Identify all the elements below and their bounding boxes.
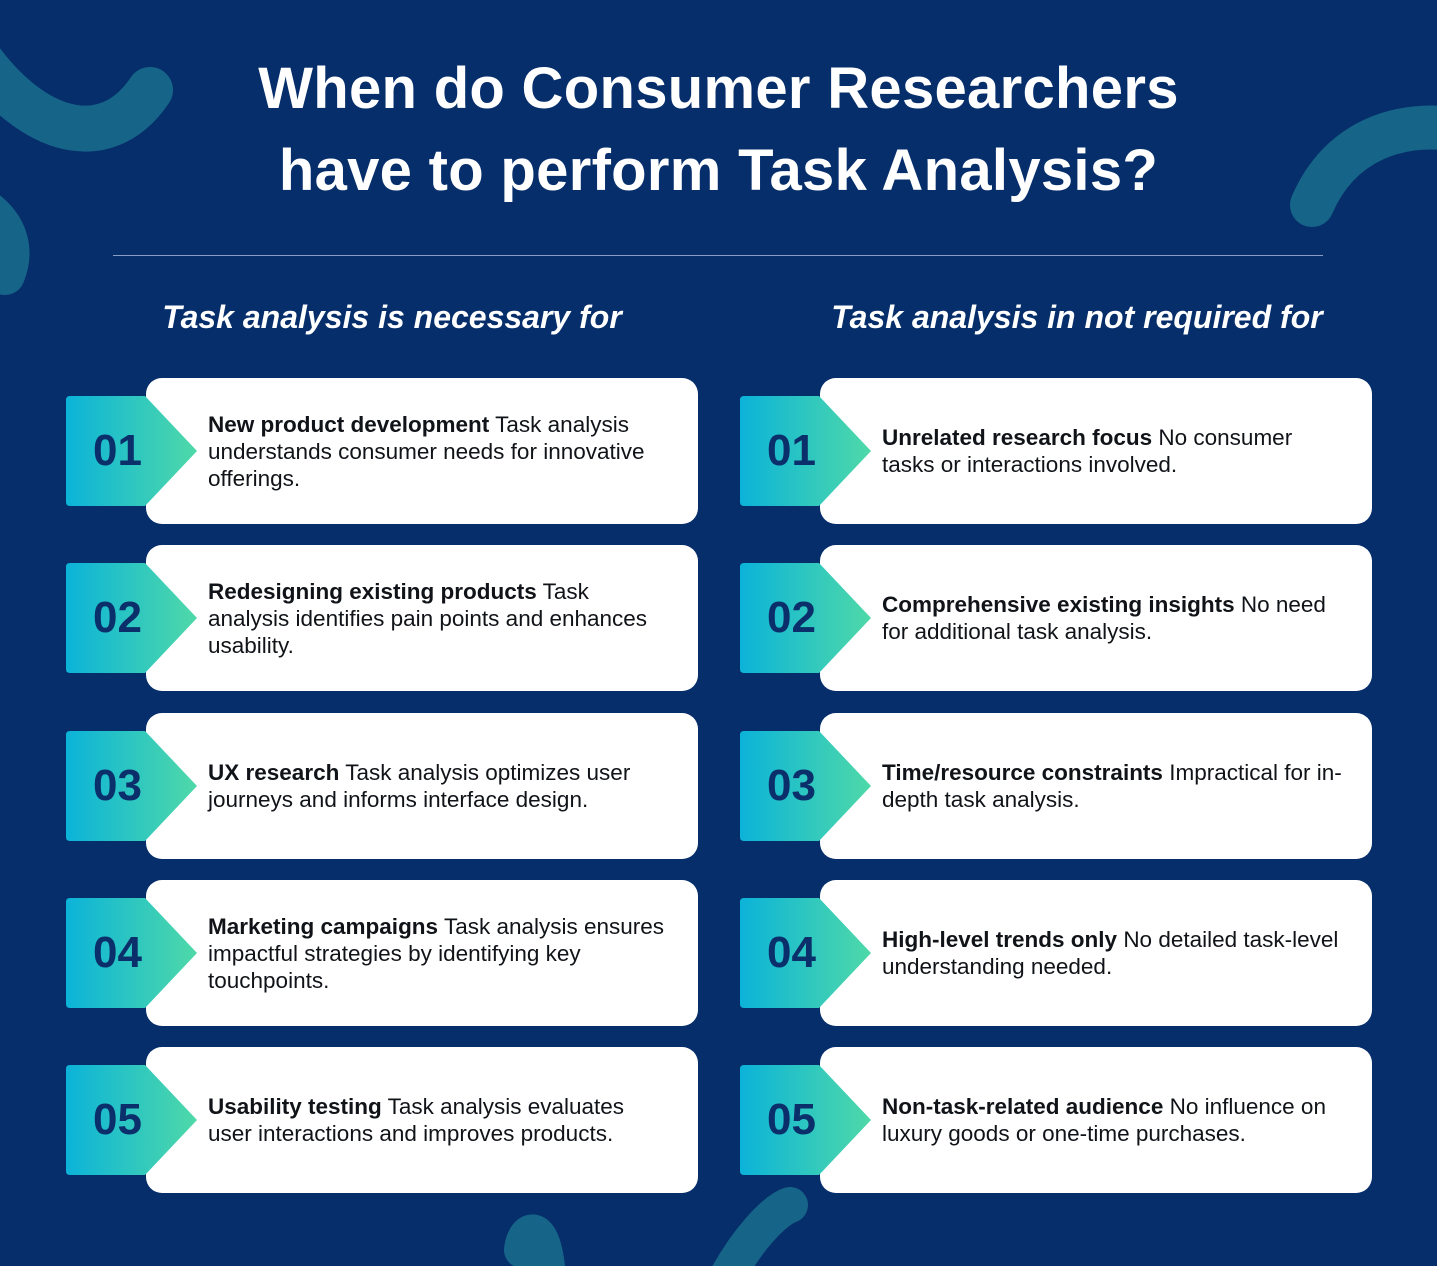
card-paragraph: High-level trends only No detailed task-… bbox=[882, 926, 1346, 980]
arrow-badge-icon bbox=[740, 731, 871, 841]
card-title: Time/resource constraints bbox=[882, 760, 1163, 785]
item-number: 05 bbox=[767, 1095, 816, 1144]
title-line-1: When do Consumer Researchers bbox=[258, 56, 1179, 121]
card-paragraph: UX research Task analysis optimizes user… bbox=[208, 759, 672, 813]
card-necessary-02: Redesigning existing products Task analy… bbox=[146, 545, 698, 691]
card-not-required-01: Unrelated research focus No consumer tas… bbox=[820, 378, 1372, 524]
card-necessary-01: New product development Task analysis un… bbox=[146, 378, 698, 524]
arrow-badge-icon bbox=[66, 731, 197, 841]
card-title: Redesigning existing products bbox=[208, 578, 537, 604]
card-paragraph: Comprehensive existing insights No need … bbox=[882, 591, 1346, 645]
arrow-badge-icon bbox=[66, 563, 197, 673]
item-number: 03 bbox=[93, 761, 142, 810]
card-description: No detailed task-level understanding nee… bbox=[882, 927, 1339, 979]
number-badge-necessary-02: 02 bbox=[66, 563, 198, 673]
card-text: UX research Task analysis optimizes user… bbox=[208, 713, 672, 859]
card-paragraph: New product development Task analysis un… bbox=[208, 411, 672, 492]
card-title: Comprehensive existing insights bbox=[882, 592, 1235, 617]
swirl-bottom-right bbox=[712, 1187, 808, 1266]
title-divider bbox=[113, 255, 1323, 256]
card-not-required-03: Time/resource constraints Impractical fo… bbox=[820, 713, 1372, 859]
card-description: Task analysis identifies pain points and… bbox=[208, 578, 648, 658]
item-number: 01 bbox=[767, 426, 816, 475]
card-description: Task analysis understands consumer needs… bbox=[208, 411, 645, 491]
arrow-badge-icon bbox=[66, 1065, 197, 1175]
card-not-required-05: Non-task-related audience No influence o… bbox=[820, 1047, 1372, 1193]
card-title: UX research bbox=[208, 760, 340, 785]
card-title: High-level trends only bbox=[882, 927, 1118, 952]
card-description: No need for additional task analysis. bbox=[882, 592, 1326, 644]
swirl-top-right bbox=[1290, 105, 1437, 227]
card-not-required-04: High-level trends only No detailed task-… bbox=[820, 880, 1372, 1026]
card-description: No influence on luxury goods or one-time… bbox=[882, 1094, 1326, 1146]
arrow-badge-icon bbox=[66, 898, 197, 1008]
column-heading-not-required: Task analysis in not required for bbox=[831, 299, 1323, 335]
card-text: High-level trends only No detailed task-… bbox=[882, 880, 1346, 1026]
item-number: 04 bbox=[767, 928, 816, 977]
swirl-top-left bbox=[0, 48, 173, 152]
card-description: Task analysis evaluates user interaction… bbox=[208, 1094, 625, 1146]
swirl-bottom-left bbox=[504, 1214, 565, 1266]
card-text: Comprehensive existing insights No need … bbox=[882, 545, 1346, 691]
number-badge-not-required-01: 01 bbox=[740, 396, 872, 506]
card-necessary-03: UX research Task analysis optimizes user… bbox=[146, 713, 698, 859]
number-badge-necessary-05: 05 bbox=[66, 1065, 198, 1175]
title-line-2: have to perform Task Analysis? bbox=[278, 138, 1159, 203]
card-paragraph: Time/resource constraints Impractical fo… bbox=[882, 759, 1346, 813]
card-title: Marketing campaigns bbox=[208, 913, 439, 939]
card-description: Impractical for in-depth task analysis. bbox=[882, 760, 1342, 812]
swirl-left-edge bbox=[0, 195, 30, 295]
card-title: Usability testing bbox=[208, 1094, 382, 1119]
card-description: Task analysis ensures impactful strategi… bbox=[208, 913, 665, 993]
card-text: Redesigning existing products Task analy… bbox=[208, 545, 672, 691]
card-text: Usability testing Task analysis evaluate… bbox=[208, 1047, 672, 1193]
card-description: Task analysis optimizes user journeys an… bbox=[208, 760, 631, 812]
item-number: 05 bbox=[93, 1095, 142, 1144]
page-title: When do Consumer Researchers have to per… bbox=[0, 48, 1437, 212]
item-number: 02 bbox=[767, 593, 816, 642]
card-title: Non-task-related audience bbox=[882, 1094, 1164, 1119]
number-badge-not-required-05: 05 bbox=[740, 1065, 872, 1175]
card-paragraph: Marketing campaigns Task analysis ensure… bbox=[208, 913, 672, 994]
card-paragraph: Redesigning existing products Task analy… bbox=[208, 578, 672, 659]
card-text: New product development Task analysis un… bbox=[208, 378, 672, 524]
number-badge-necessary-01: 01 bbox=[66, 396, 198, 506]
number-badge-necessary-03: 03 bbox=[66, 731, 198, 841]
item-number: 01 bbox=[93, 426, 142, 475]
arrow-badge-icon bbox=[740, 563, 871, 673]
card-title: New product development bbox=[208, 411, 490, 437]
card-paragraph: Unrelated research focus No consumer tas… bbox=[882, 424, 1346, 478]
arrow-badge-icon bbox=[740, 396, 871, 506]
card-title: Unrelated research focus bbox=[882, 425, 1153, 450]
item-number: 02 bbox=[93, 593, 142, 642]
card-text: Marketing campaigns Task analysis ensure… bbox=[208, 880, 672, 1026]
card-text: Unrelated research focus No consumer tas… bbox=[882, 378, 1346, 524]
card-text: Time/resource constraints Impractical fo… bbox=[882, 713, 1346, 859]
number-badge-necessary-04: 04 bbox=[66, 898, 198, 1008]
number-badge-not-required-04: 04 bbox=[740, 898, 872, 1008]
card-text: Non-task-related audience No influence o… bbox=[882, 1047, 1346, 1193]
item-number: 04 bbox=[93, 928, 142, 977]
card-necessary-05: Usability testing Task analysis evaluate… bbox=[146, 1047, 698, 1193]
column-heading-necessary: Task analysis is necessary for bbox=[162, 299, 622, 335]
number-badge-not-required-03: 03 bbox=[740, 731, 872, 841]
item-number: 03 bbox=[767, 761, 816, 810]
card-paragraph: Usability testing Task analysis evaluate… bbox=[208, 1093, 672, 1147]
arrow-badge-icon bbox=[740, 1065, 871, 1175]
card-description: No consumer tasks or interactions involv… bbox=[882, 425, 1293, 477]
card-necessary-04: Marketing campaigns Task analysis ensure… bbox=[146, 880, 698, 1026]
arrow-badge-icon bbox=[740, 898, 871, 1008]
card-not-required-02: Comprehensive existing insights No need … bbox=[820, 545, 1372, 691]
card-paragraph: Non-task-related audience No influence o… bbox=[882, 1093, 1346, 1147]
arrow-badge-icon bbox=[66, 396, 197, 506]
number-badge-not-required-02: 02 bbox=[740, 563, 872, 673]
